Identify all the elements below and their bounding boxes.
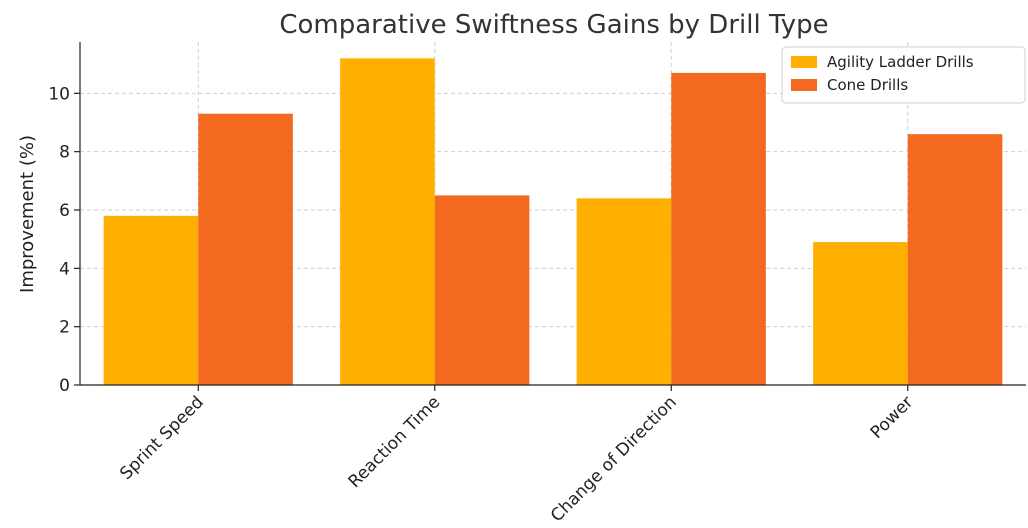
bar-cone-drills-power[interactable] bbox=[907, 134, 1003, 385]
y-tick-label: 6 bbox=[59, 201, 70, 221]
bar-agility-ladder-drills-reaction-time[interactable] bbox=[340, 58, 435, 385]
bar-cone-drills-reaction-time[interactable] bbox=[434, 195, 530, 385]
y-tick-label: 0 bbox=[59, 376, 70, 396]
bar-cone-drills-change-of-direction[interactable] bbox=[671, 72, 766, 386]
bar-agility-ladder-drills-sprint-speed[interactable] bbox=[103, 215, 199, 385]
x-tick-label: Sprint Speed bbox=[116, 392, 208, 484]
bar-agility-ladder-drills-change-of-direction[interactable] bbox=[576, 198, 672, 385]
legend[interactable]: Agility Ladder Drills Cone Drills bbox=[781, 46, 1026, 104]
y-tick-label: 2 bbox=[59, 318, 70, 338]
bars bbox=[103, 58, 1003, 386]
axes bbox=[79, 42, 1026, 386]
y-tick-label: 10 bbox=[48, 84, 70, 104]
x-tick-label: Reaction Time bbox=[345, 392, 445, 492]
x-tick-label: Change of Direction bbox=[547, 392, 681, 526]
bar-cone-drills-sprint-speed[interactable] bbox=[198, 113, 293, 385]
y-axis-ticks: 0 2 4 6 8 10 bbox=[48, 84, 80, 396]
chart-title: Comparative Swiftness Gains by Drill Typ… bbox=[279, 10, 828, 40]
x-tick-label: Power bbox=[867, 392, 917, 442]
legend-swatch bbox=[791, 79, 817, 91]
legend-label: Agility Ladder Drills bbox=[827, 53, 974, 71]
y-tick-label: 4 bbox=[59, 259, 70, 279]
legend-label: Cone Drills bbox=[827, 76, 908, 94]
x-axis-ticks: Sprint Speed Reaction Time Change of Direc… bbox=[116, 385, 917, 526]
legend-box bbox=[781, 46, 1026, 104]
y-tick-label: 8 bbox=[59, 143, 70, 163]
bar-agility-ladder-drills-power[interactable] bbox=[813, 242, 908, 385]
legend-swatch bbox=[791, 56, 817, 68]
y-axis-label: Improvement (%) bbox=[17, 135, 38, 293]
